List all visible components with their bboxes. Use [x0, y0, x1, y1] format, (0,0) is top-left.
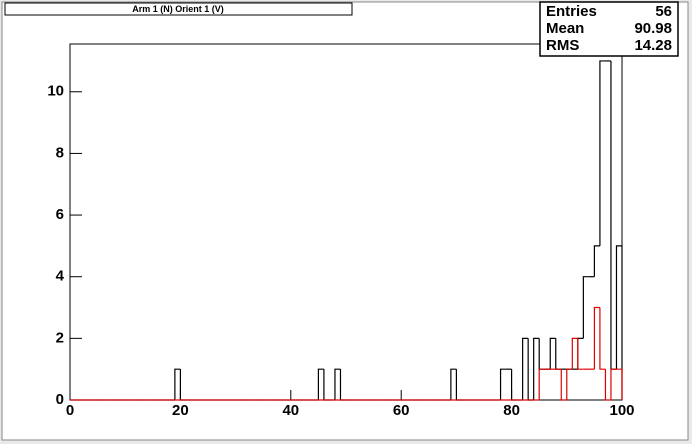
histogram-bin — [334, 368, 341, 400]
chart-title: Arm 1 (N) Orient 1 (V) — [132, 4, 224, 14]
stat-value: 90.98 — [634, 20, 672, 37]
histogram-bin — [615, 245, 623, 400]
x-tick-label: 100 — [609, 402, 634, 419]
stats-box — [539, 1, 679, 57]
title-box — [4, 2, 353, 16]
y-tick-label: 2 — [56, 329, 64, 346]
histogram-bin — [610, 368, 617, 400]
histogram-bin — [599, 60, 606, 246]
histogram-bin — [549, 337, 556, 370]
histogram-bin — [577, 338, 584, 370]
histogram-bin — [317, 368, 324, 400]
histogram-bin — [522, 337, 529, 400]
histogram-bin — [582, 276, 589, 339]
stat-label: Entries — [546, 3, 597, 20]
histogram-bin — [593, 306, 600, 370]
histogram-bin — [604, 369, 611, 401]
x-tick-label: 20 — [172, 402, 189, 419]
stat-value: 56 — [655, 3, 672, 20]
histogram-bin — [450, 368, 457, 400]
x-tick-label: 60 — [393, 402, 410, 419]
y-tick-label: 0 — [56, 391, 64, 408]
x-tick-label: 0 — [66, 402, 74, 419]
histogram-bin — [593, 245, 600, 277]
histogram-bin — [571, 337, 578, 370]
histogram-bin — [599, 307, 606, 370]
stat-value: 14.28 — [634, 37, 672, 54]
y-tick-label: 10 — [47, 83, 64, 100]
histogram-bin — [616, 368, 623, 400]
histogram-bin — [560, 369, 567, 401]
histogram-bin — [566, 368, 573, 400]
stat-label: RMS — [546, 37, 579, 54]
histogram-bin — [533, 337, 540, 400]
histogram-bin — [538, 368, 545, 400]
histogram-bin — [174, 368, 181, 400]
y-tick-label: 4 — [56, 268, 65, 285]
x-tick-label: 80 — [503, 402, 520, 419]
y-tick-label: 8 — [56, 144, 64, 161]
x-tick-label: 40 — [282, 402, 299, 419]
histogram-bin — [499, 368, 507, 400]
y-tick-label: 6 — [56, 206, 64, 223]
stat-label: Mean — [546, 20, 584, 37]
